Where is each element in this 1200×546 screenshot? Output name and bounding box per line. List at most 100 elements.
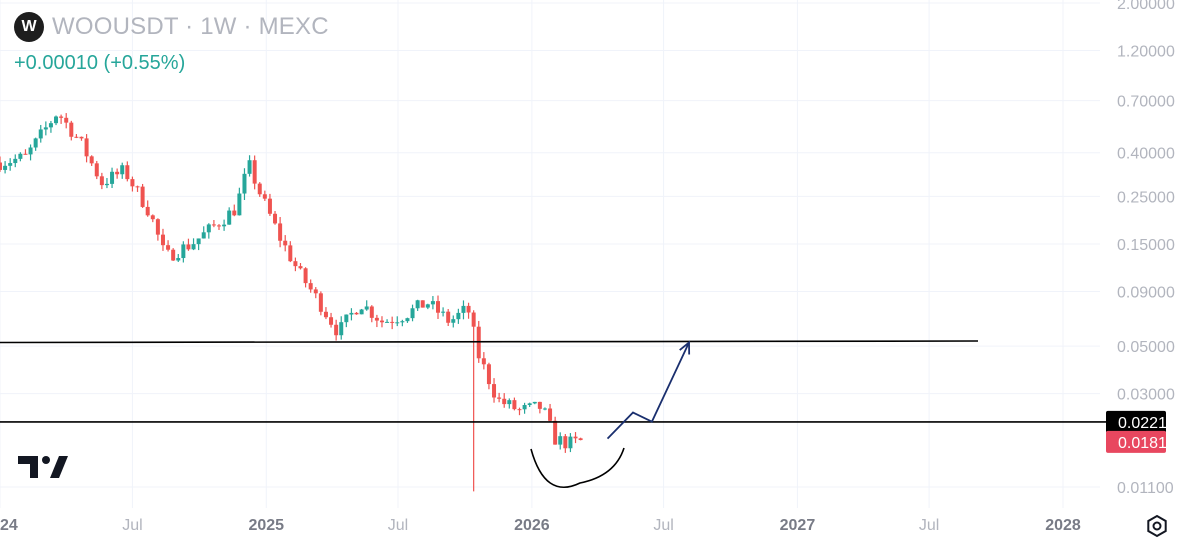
candle-body bbox=[110, 171, 115, 184]
candle-body bbox=[84, 138, 89, 157]
candle-body bbox=[64, 117, 69, 123]
candle-body bbox=[171, 249, 176, 261]
candle-body bbox=[471, 312, 476, 327]
candle-body bbox=[502, 398, 507, 405]
candle-body bbox=[38, 129, 43, 139]
horizontal-lines[interactable]: 0.02214 0.01812 bbox=[0, 340, 1176, 453]
candle-body bbox=[446, 311, 451, 323]
candlestick-series bbox=[0, 113, 583, 492]
price-tick-label: 0.70000 bbox=[1117, 94, 1175, 111]
candle-body bbox=[542, 408, 547, 410]
candle-body bbox=[573, 436, 578, 439]
price-axis[interactable]: 2.00000 1.20000 0.70000 0.40000 0.25000 0.150… bbox=[1117, 0, 1175, 497]
line-price-label-bg bbox=[1106, 410, 1166, 433]
time-tick-label: Jul bbox=[653, 517, 673, 534]
candle-body bbox=[349, 312, 354, 315]
candle-body bbox=[140, 186, 145, 207]
candle-body bbox=[59, 116, 64, 118]
candle-body bbox=[252, 160, 257, 184]
price-change: +0.00010 (+0.55%) bbox=[14, 52, 186, 74]
candle-body bbox=[43, 127, 48, 130]
candle-body bbox=[522, 405, 527, 410]
price-tick-label: 0.25000 bbox=[1117, 189, 1175, 206]
candle-body bbox=[329, 317, 334, 325]
title-separator: · bbox=[243, 13, 252, 40]
candle-body bbox=[186, 244, 191, 250]
candle-body bbox=[54, 116, 59, 124]
candle-body bbox=[410, 308, 415, 319]
candle-body bbox=[176, 258, 181, 261]
candle-body bbox=[283, 240, 288, 246]
candle-body bbox=[400, 321, 405, 323]
candle-body bbox=[217, 225, 222, 227]
candle-body bbox=[135, 186, 140, 188]
candle-body bbox=[303, 268, 308, 284]
time-tick-label: Jul bbox=[122, 517, 142, 534]
candle-body bbox=[293, 261, 298, 267]
candle-body bbox=[278, 223, 283, 241]
candle-body bbox=[18, 153, 23, 159]
title-separator: · bbox=[185, 13, 194, 40]
candle-body bbox=[8, 163, 13, 166]
candle-body bbox=[451, 319, 456, 323]
time-tick-label: 2027 bbox=[780, 517, 816, 534]
candle-body bbox=[145, 206, 150, 216]
time-axis[interactable]: 2024 Jul 2025 Jul 2026 Jul 2027 Jul 2028 bbox=[0, 517, 1081, 534]
line-price-label: 0.02214 bbox=[1118, 415, 1176, 432]
candle-body bbox=[69, 122, 74, 137]
time-tick-label: Jul bbox=[919, 517, 939, 534]
candle-body bbox=[201, 232, 206, 239]
candle-body bbox=[481, 358, 486, 365]
candle-body bbox=[537, 401, 542, 409]
candle-body bbox=[527, 403, 532, 406]
settings-gear-icon[interactable] bbox=[1145, 514, 1169, 543]
candle-body bbox=[79, 136, 84, 139]
candle-body bbox=[354, 312, 359, 315]
candle-body bbox=[160, 234, 165, 246]
candle-body bbox=[155, 219, 160, 235]
candle-body bbox=[486, 364, 491, 385]
candle-body bbox=[323, 311, 328, 318]
candle-body bbox=[318, 293, 323, 312]
chart-grid bbox=[0, 0, 1100, 508]
interval-label: 1W bbox=[200, 13, 237, 40]
candle-body bbox=[339, 322, 344, 336]
candle-body bbox=[415, 300, 420, 309]
candle-body bbox=[3, 165, 8, 170]
candle-body bbox=[125, 165, 130, 180]
candle-body bbox=[211, 224, 216, 226]
candle-body bbox=[456, 312, 461, 320]
exchange-label: MEXC bbox=[258, 13, 329, 40]
candle-body bbox=[563, 436, 568, 449]
candle-body bbox=[222, 224, 227, 227]
candle-body bbox=[390, 321, 395, 323]
candle-body bbox=[512, 400, 517, 410]
candle-body bbox=[379, 320, 384, 323]
symbol-header: W WOOUSDT · 1W · MEXC bbox=[14, 12, 329, 42]
last-price-label: 0.01812 bbox=[1118, 435, 1176, 452]
candle-body bbox=[578, 438, 583, 441]
candle-body bbox=[181, 244, 186, 259]
time-tick-label: 2026 bbox=[514, 517, 550, 534]
candle-body bbox=[558, 436, 563, 445]
candle-body bbox=[436, 301, 441, 313]
candle-body bbox=[13, 158, 18, 164]
candle-body bbox=[568, 436, 573, 449]
time-tick-label: 2024 bbox=[0, 517, 18, 534]
candle-body bbox=[492, 384, 497, 398]
candle-body bbox=[247, 160, 252, 174]
candle-body bbox=[298, 266, 303, 269]
candle-body bbox=[420, 300, 425, 308]
drawings[interactable] bbox=[530, 340, 691, 488]
woo-logo-icon: W bbox=[14, 12, 44, 42]
candle-body bbox=[553, 420, 558, 445]
candle-body bbox=[99, 176, 104, 186]
tradingview-logo-icon[interactable] bbox=[18, 454, 68, 485]
candle-body bbox=[23, 153, 28, 155]
candle-body bbox=[308, 283, 313, 290]
candle-body bbox=[227, 210, 232, 225]
candle-body bbox=[273, 213, 278, 224]
candle-body bbox=[466, 305, 471, 313]
candle-body bbox=[425, 304, 430, 308]
